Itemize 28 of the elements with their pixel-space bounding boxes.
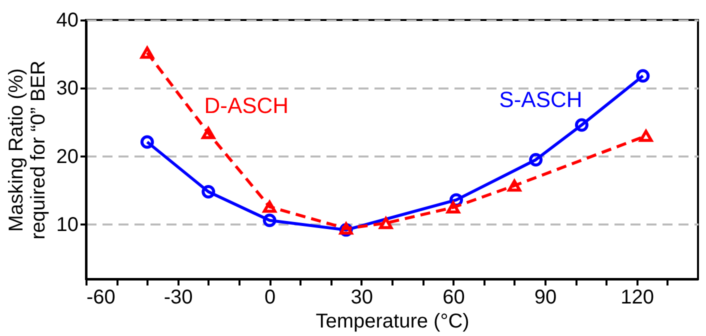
x-axis-title: Temperature (°C): [316, 310, 470, 332]
point: [262, 214, 276, 228]
y-tick-label: 30: [56, 78, 78, 100]
y-axis-title: Masking Ratio (%) required for “0” BER: [5, 60, 50, 240]
point: [639, 130, 653, 142]
point: [574, 118, 588, 132]
x-tick-label: 60: [442, 286, 465, 308]
point: [636, 69, 650, 83]
y-tick-label: 40: [56, 10, 78, 32]
point: [508, 180, 522, 192]
x-tick-label: 0: [264, 286, 276, 308]
x-tick-label: 30: [350, 286, 374, 308]
point: [379, 217, 393, 230]
point: [202, 127, 216, 140]
x-tick-label: -30: [164, 286, 193, 308]
y-tick-label: 10: [56, 214, 78, 236]
point: [262, 200, 276, 213]
point: [140, 135, 154, 149]
x-tick-label: -60: [86, 286, 116, 308]
y-tick-label: 20: [56, 146, 78, 168]
series-label: S-ASCH: [499, 86, 582, 112]
point: [446, 201, 460, 214]
x-tick-label: 90: [534, 286, 557, 308]
point: [202, 185, 216, 198]
point: [140, 46, 154, 59]
x-tick-label: 120: [620, 286, 654, 308]
series-label: D-ASCH: [204, 93, 289, 118]
point: [529, 152, 543, 166]
